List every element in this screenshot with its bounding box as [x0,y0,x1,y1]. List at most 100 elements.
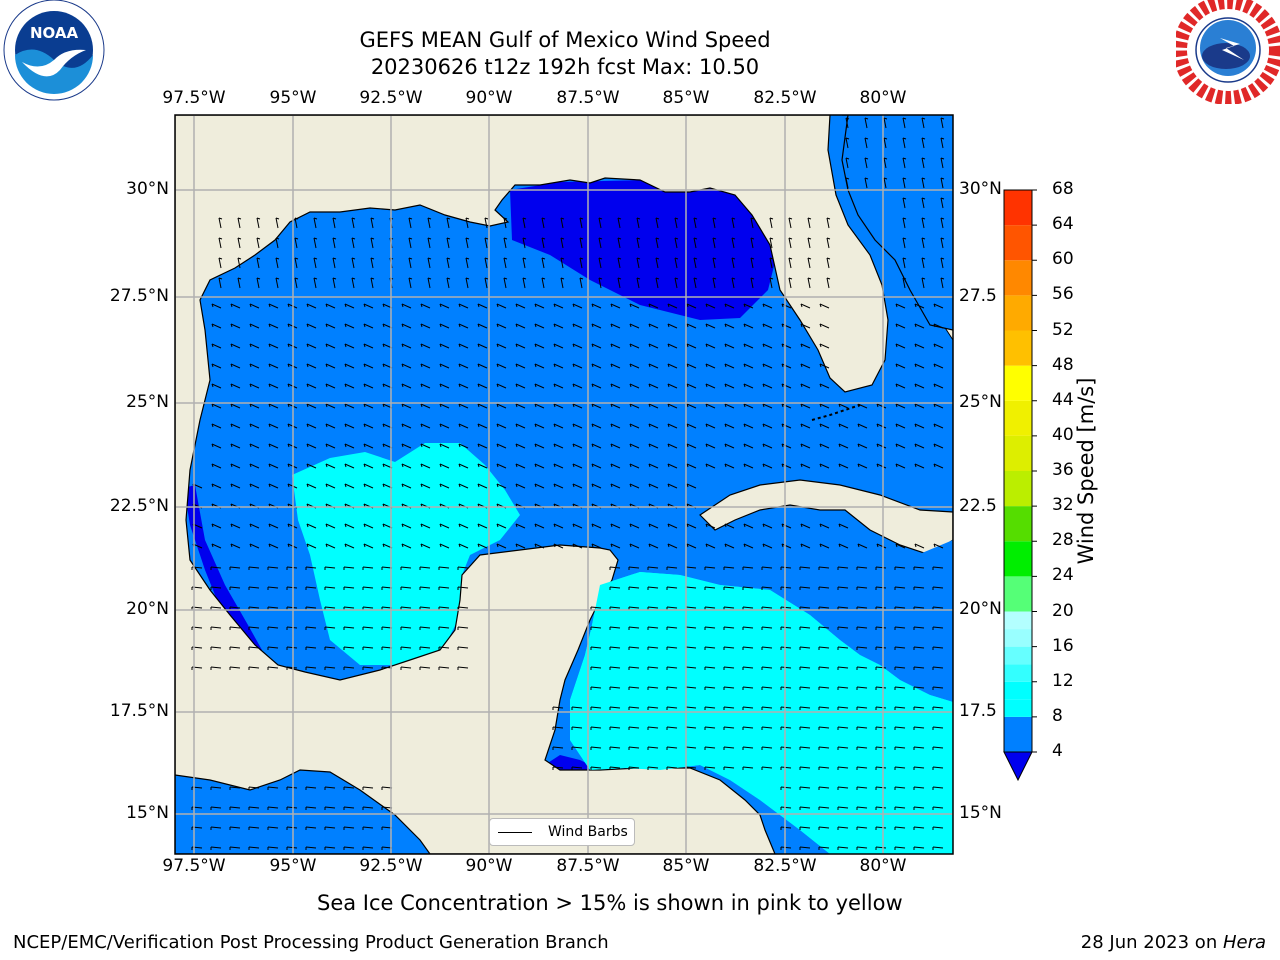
wind-barb-flag [477,383,480,388]
wind-barb-flag [617,257,622,260]
wind-barb [894,586,906,589]
wind-barb-flag [921,117,926,120]
wind-barb-flag [344,343,347,348]
wind-barb [484,217,488,229]
wind-barb-flag [534,343,537,348]
wind-barb-flag [895,443,898,448]
wind-barb [305,646,317,649]
wind-barb [933,543,944,549]
wind-barb-flag [325,463,328,468]
wind-barb [667,423,678,429]
wind-barb-flag [522,237,527,240]
wind-barb [800,363,811,369]
wind-barb-flag [845,177,850,180]
wind-barb [305,626,317,629]
wind-barb [875,726,887,729]
wind-barb-flag [845,137,850,140]
wind-barb-flag [458,323,461,328]
wind-barb [438,626,450,629]
wind-barb [704,566,716,569]
wind-barb [743,383,754,389]
wind-barb [458,523,469,529]
wind-barb-flag [458,523,461,528]
wind-barb [819,323,830,329]
wind-barb [362,586,374,589]
wind-barb [743,323,754,329]
wind-barb-flag [921,257,926,260]
wind-barb-flag [762,303,765,308]
wind-barb-flag [230,363,233,368]
wind-barb-flag [477,303,480,308]
wind-barb [857,463,868,469]
wind-barb [249,383,260,389]
wind-barb-flag [211,363,214,368]
wind-barb [666,666,678,669]
wind-barb [932,746,944,749]
wind-barb-flag [762,423,765,428]
wind-barb [629,383,640,389]
wind-barb-flag [268,523,271,528]
wind-barb [685,586,697,589]
wind-barb-flag [610,363,613,368]
wind-barb-flag [838,463,841,468]
wind-barb-flag [743,543,746,548]
wind-barb [780,686,792,689]
wind-barb-flag [553,403,556,408]
wind-barb [553,443,564,449]
wind-barb [933,403,944,409]
colorbar-bin [1004,295,1032,331]
wind-barb-flag [895,423,898,428]
wind-barb [363,483,374,489]
wind-barb [895,363,906,369]
wind-barb-flag [439,303,442,308]
wind-barb [306,363,317,369]
wind-barb [465,237,469,249]
wind-barb-flag [458,483,461,488]
wind-barb [351,217,355,229]
wind-barb-flag [249,543,252,548]
wind-barb [591,443,602,449]
wind-barb-flag [541,217,546,220]
wind-barb [400,626,412,629]
wind-barb-flag [427,217,432,220]
wind-barb [401,523,412,529]
wind-barb-flag [344,443,347,448]
wind-barb-flag [477,423,480,428]
wind-barb [458,443,469,449]
wind-barb [693,277,697,289]
wind-barb-flag [674,277,679,280]
wind-barb-flag [256,257,261,260]
wind-barb [743,363,754,369]
wind-barb [438,586,450,589]
wind-barb [762,423,773,429]
wind-barb-flag [667,343,670,348]
wind-barb [932,606,944,609]
wind-barb [229,846,241,849]
wind-barb-flag [686,483,689,488]
wind-barb [370,237,374,249]
wind-barb [875,706,887,709]
wind-barb-flag [724,403,727,408]
wind-barb [210,626,222,629]
wind-barb-flag [895,403,898,408]
wind-barb [439,343,450,349]
wind-barb [446,277,450,289]
wind-barb [457,626,469,629]
wind-barb-flag [230,543,233,548]
wind-barb [420,403,431,409]
wind-barb [666,646,678,649]
wind-barb [237,277,241,289]
wind-barb-flag [857,403,860,408]
wind-barb [400,646,412,649]
wind-barb [268,523,279,529]
wind-barb-flag [781,323,784,328]
wind-barb-flag [781,443,784,448]
wind-barb [864,117,868,129]
wind-barb [932,586,944,589]
wind-barb [799,846,811,849]
wind-barb-flag [895,543,898,548]
wind-barb-flag [800,523,803,528]
wind-barb [541,257,545,269]
wind-barb [894,566,906,569]
wind-barb [894,706,906,709]
